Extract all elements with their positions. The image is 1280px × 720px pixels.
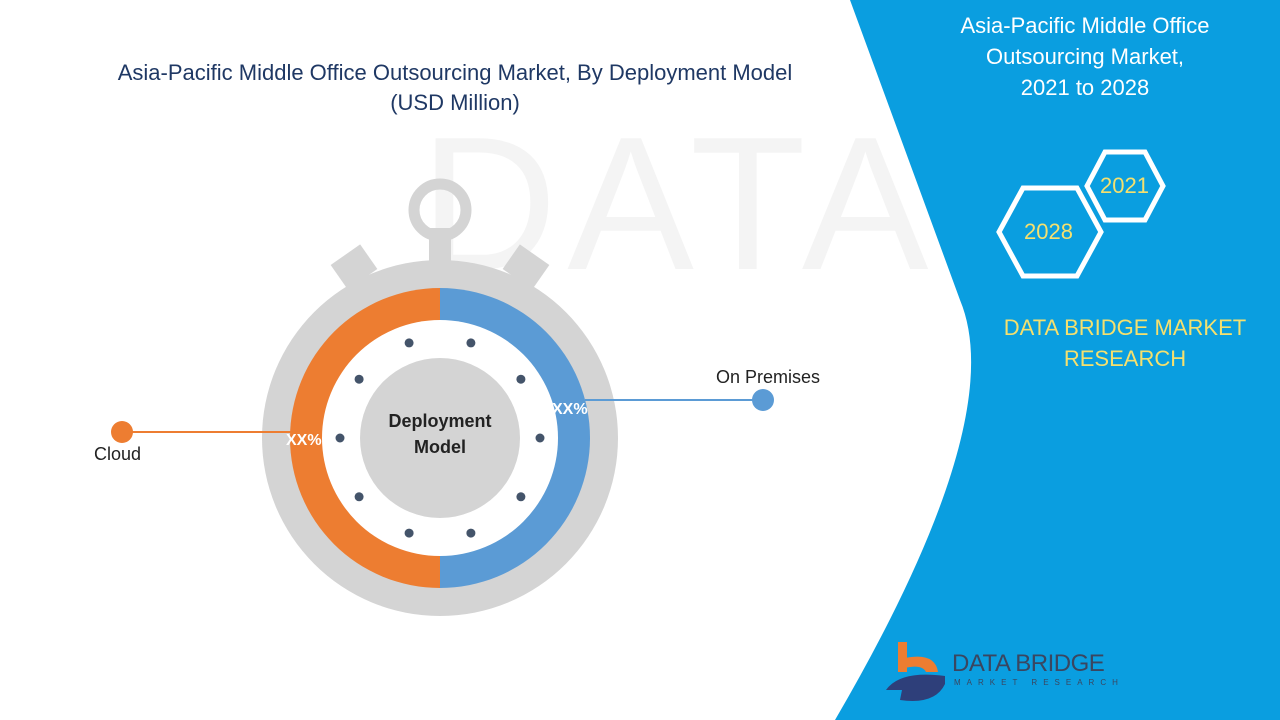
dial-dot xyxy=(335,433,345,443)
hexagon-2021 xyxy=(1084,149,1166,223)
cloud-marker xyxy=(111,421,133,443)
stopwatch-button-left xyxy=(330,244,378,290)
center-label: Deployment Model xyxy=(360,408,520,460)
data-label-cloud: XX% xyxy=(286,432,322,449)
logo-mark-swoosh xyxy=(886,674,945,701)
stopwatch-stem xyxy=(429,228,451,268)
stopwatch-button-right xyxy=(502,244,550,290)
side-title-line1: Asia-Pacific Middle Office xyxy=(960,13,1210,38)
side-title-line2: Outsourcing Market, xyxy=(985,44,1185,69)
brand-line2: RESEARCH xyxy=(1063,346,1187,371)
chart-title: Asia-Pacific Middle Office Outsourcing M… xyxy=(40,58,870,118)
dial-dot xyxy=(466,338,476,348)
dial-dot xyxy=(516,374,526,384)
center-label-line1: Deployment xyxy=(388,411,492,431)
center-label-line2: Model xyxy=(414,437,466,457)
dial-dot xyxy=(516,492,526,502)
logo-mark-stem xyxy=(898,642,907,672)
legend-on-premises: On Premises xyxy=(716,367,821,387)
data-label-on-premises: XX% xyxy=(552,401,588,418)
title-line1: Asia-Pacific Middle Office Outsourcing M… xyxy=(117,60,793,85)
brand-line1: DATA BRIDGE MARKET xyxy=(1003,315,1247,340)
logo-name: DATA BRIDGE xyxy=(952,650,1105,677)
dial-dot xyxy=(354,492,364,502)
year-2021: 2021 xyxy=(1100,173,1149,198)
logo-mark-bowl xyxy=(905,656,938,672)
side-panel-title: Asia-Pacific Middle Office Outsourcing M… xyxy=(920,10,1250,103)
center-disc xyxy=(360,358,520,518)
premises-marker xyxy=(752,389,774,411)
logo-tagline: MARKET RESEARCH xyxy=(954,678,1124,687)
dial-dot xyxy=(535,433,545,443)
dial-dot xyxy=(354,374,364,384)
side-panel xyxy=(835,0,1280,720)
hexagon-2028 xyxy=(996,185,1104,279)
legend-cloud: Cloud xyxy=(94,444,142,464)
dial-dot xyxy=(404,528,414,538)
title-line2: (USD Million) xyxy=(390,90,520,115)
dial-dot xyxy=(404,338,414,348)
dial-dot xyxy=(466,528,476,538)
brand-text: DATA BRIDGE MARKET RESEARCH xyxy=(975,312,1275,374)
year-2028: 2028 xyxy=(1024,219,1073,244)
side-title-line3: 2021 to 2028 xyxy=(1020,75,1150,100)
